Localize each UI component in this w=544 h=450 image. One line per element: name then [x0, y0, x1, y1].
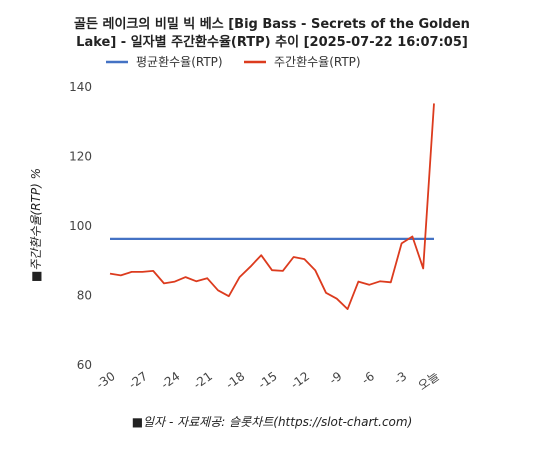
series-line-weekly — [109, 103, 435, 311]
x-tick-label: -27 — [126, 369, 150, 392]
x-tick-label: -3 — [391, 369, 409, 387]
y-axis-label: ■주간환수율(RTP) % — [29, 168, 43, 282]
y-tick-label: 140 — [69, 80, 92, 94]
y-axis-ticks: 60 80 100 120 140 — [69, 80, 92, 372]
chart-title-line-1: 골든 레이크의 비밀 빅 베스 [Big Bass - Secrets of t… — [74, 16, 470, 32]
y-tick-label: 80 — [77, 289, 92, 303]
x-tick-label: -6 — [359, 369, 377, 387]
chart-title-line-2: Lake] - 일자별 주간환수율(RTP) 추이 [2025-07-22 16… — [76, 34, 468, 50]
legend: 평균환수율(RTP) 주간환수율(RTP) — [106, 55, 361, 69]
legend-label-average: 평균환수율(RTP) — [136, 55, 223, 69]
x-tick-label: -12 — [288, 369, 312, 392]
x-tick-label: -24 — [158, 369, 182, 392]
x-axis-label: ■일자 - 자료제공: 슬롯차트(https://slot-chart.com) — [132, 415, 413, 429]
x-tick-label: -9 — [327, 369, 345, 387]
x-tick-label: -15 — [256, 369, 280, 392]
y-tick-label: 120 — [69, 150, 92, 164]
legend-label-weekly: 주간환수율(RTP) — [274, 55, 361, 69]
y-tick-label: 100 — [69, 219, 92, 233]
x-axis-ticks: -30 -27 -24 -21 -18 -15 -12 -9 -6 -3 오늘 — [94, 369, 442, 393]
x-tick-label: 오늘 — [416, 369, 442, 393]
x-tick-label: -30 — [94, 369, 118, 392]
y-tick-label: 60 — [77, 358, 92, 372]
x-tick-label: -21 — [191, 369, 215, 392]
series-layer — [109, 103, 435, 311]
x-tick-label: -18 — [223, 369, 247, 392]
chart-title: 골든 레이크의 비밀 빅 베스 [Big Bass - Secrets of t… — [74, 16, 470, 50]
